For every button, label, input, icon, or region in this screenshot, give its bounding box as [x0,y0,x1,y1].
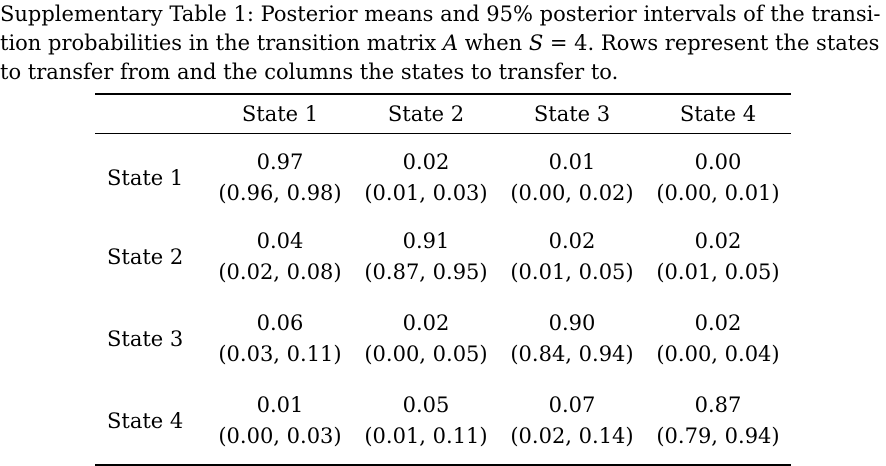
posterior-interval: (0.84, 0.94) [510,342,634,366]
posterior-mean: 0.04 [256,229,304,253]
caption-line-1: Supplementary Table 1: Posterior means a… [0,2,881,26]
table-cell: 0.91 (0.87, 0.95) [353,216,499,298]
posterior-mean: 0.06 [256,311,304,335]
posterior-mean: 0.97 [256,149,304,174]
caption-line-2: tion probabilities in the transition mat… [0,29,886,58]
caption-math-s: S [528,31,544,55]
posterior-interval: (0.01, 0.03) [364,180,488,205]
caption-math-matrix-a: A [442,31,459,55]
table-cell: 0.02 (0.00, 0.04) [645,298,791,380]
table-cell: 0.87 (0.79, 0.94) [645,380,791,465]
table-cell: 0.02 (0.01, 0.05) [645,216,791,298]
posterior-interval: (0.00, 0.04) [656,342,780,366]
posterior-mean: 0.01 [256,393,304,417]
table-cell: 0.01 (0.00, 0.02) [499,134,645,217]
column-header-state-2: State 2 [387,102,465,126]
transition-probability-table: State 1 State 2 State 3 State 4 State 1 … [95,93,791,466]
table-cell: 0.01 (0.00, 0.03) [207,380,353,465]
posterior-interval: (0.01, 0.11) [364,424,488,448]
row-label-state-3: State 3 [107,327,184,351]
table-cell: 0.06 (0.03, 0.11) [207,298,353,380]
posterior-mean: 0.02 [694,229,742,253]
posterior-mean: 0.02 [402,149,450,174]
posterior-interval: (0.01, 0.05) [656,260,780,284]
table-cell: 0.05 (0.01, 0.11) [353,380,499,465]
table-header-row: State 1 State 2 State 3 State 4 [95,94,791,134]
table-row: State 2 0.04 (0.02, 0.08) 0.91 (0.87, 0.95… [95,216,791,298]
row-label-state-4: State 4 [107,409,184,433]
posterior-interval: (0.00, 0.05) [364,342,488,366]
header-corner-cell [95,94,207,134]
table-row: State 3 0.06 (0.03, 0.11) 0.02 (0.00, 0.05… [95,298,791,380]
posterior-interval: (0.96, 0.98) [218,180,342,205]
posterior-mean: 0.02 [548,229,596,253]
table-cell: 0.02 (0.00, 0.05) [353,298,499,380]
row-label-state-2: State 2 [107,245,184,269]
posterior-mean: 0.91 [402,229,450,253]
transition-table-container: State 1 State 2 State 3 State 4 State 1 … [95,93,791,466]
table-cell: 0.07 (0.02, 0.14) [499,380,645,465]
table-row: State 4 0.01 (0.00, 0.03) 0.05 (0.01, 0.11… [95,380,791,465]
posterior-mean: 0.07 [548,393,596,417]
posterior-interval: (0.02, 0.14) [510,424,634,448]
table-cell: 0.97 (0.96, 0.98) [207,134,353,217]
table-cell: 0.04 (0.02, 0.08) [207,216,353,298]
posterior-interval: (0.01, 0.05) [510,260,634,284]
posterior-mean: 0.00 [694,149,742,174]
table-cell: 0.00 (0.00, 0.01) [645,134,791,217]
table-cell: 0.02 (0.01, 0.03) [353,134,499,217]
posterior-mean: 0.02 [402,311,450,335]
column-header-state-3: State 3 [533,102,611,126]
posterior-interval: (0.79, 0.94) [656,424,780,448]
posterior-mean: 0.02 [694,311,742,335]
caption-line-2-part-b: when [458,31,529,55]
table-row: State 1 0.97 (0.96, 0.98) 0.02 (0.01, 0.03… [95,134,791,217]
caption-line-3: to transfer from and the columns the sta… [0,60,619,84]
table-cell: 0.90 (0.84, 0.94) [499,298,645,380]
posterior-mean: 0.05 [402,393,450,417]
posterior-mean: 0.90 [548,311,596,335]
caption-line-2-part-a: tion probabilities in the transition mat… [0,31,443,55]
posterior-interval: (0.00, 0.01) [656,180,780,205]
table-caption: Supplementary Table 1: Posterior means a… [0,0,886,87]
row-label-state-1: State 1 [107,165,184,190]
table-cell: 0.02 (0.01, 0.05) [499,216,645,298]
posterior-mean: 0.87 [694,393,742,417]
posterior-mean: 0.01 [548,149,596,174]
column-header-state-1: State 1 [241,102,319,126]
column-header-state-4: State 4 [679,102,757,126]
caption-line-2-part-c: = 4. Rows represent the states [543,31,880,55]
posterior-interval: (0.03, 0.11) [218,342,342,366]
posterior-interval: (0.02, 0.08) [218,260,342,284]
posterior-interval: (0.00, 0.02) [510,180,634,205]
posterior-interval: (0.87, 0.95) [364,260,488,284]
posterior-interval: (0.00, 0.03) [218,424,342,448]
